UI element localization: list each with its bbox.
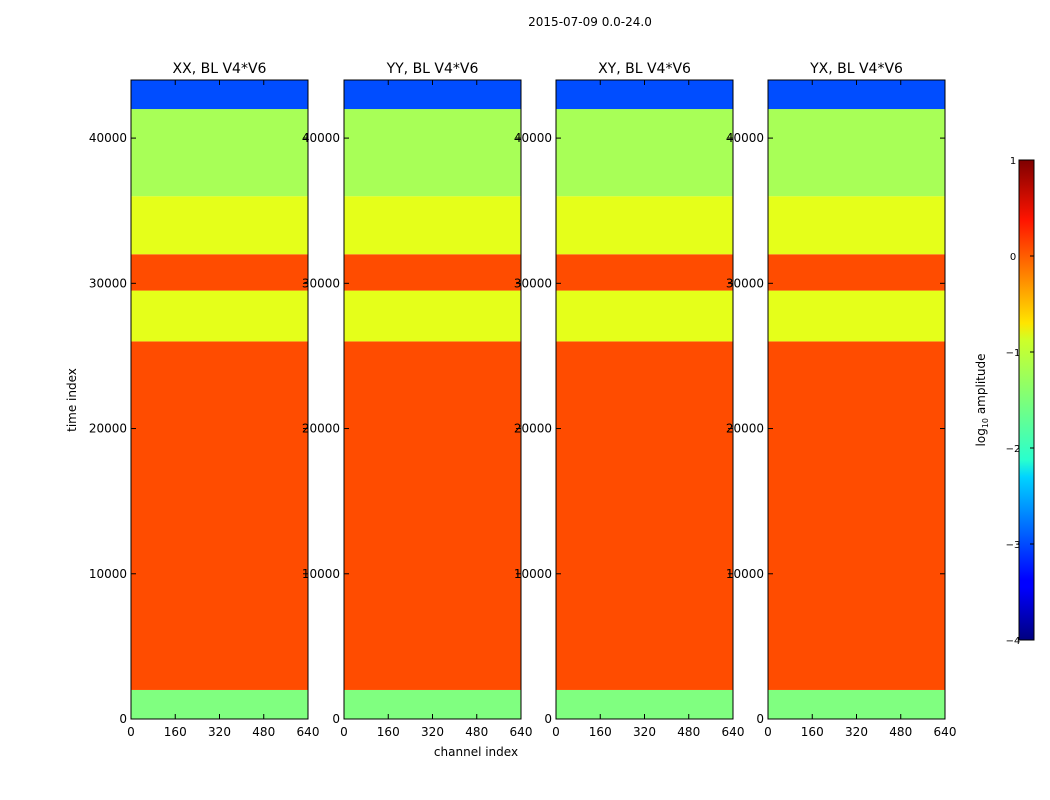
heatmap-band-4 — [131, 254, 308, 291]
y-tick-label: 30000 — [726, 276, 764, 290]
panel-3: XY, BL V4*V6 0 160 320 480 640 0 10000 20000 3000… — [514, 61, 745, 739]
heatmap-band-3 — [768, 290, 945, 342]
y-tick-label: 40000 — [89, 131, 127, 145]
colorbar-label: log10 amplitude — [974, 354, 990, 447]
heatmap-band-2 — [344, 341, 521, 690]
x-axis-label: channel index — [434, 745, 518, 759]
heatmap-band-2 — [556, 341, 733, 690]
x-tick-label: 160 — [377, 725, 400, 739]
y-tick-label: 0 — [544, 712, 552, 726]
heatmap-band-6 — [344, 109, 521, 197]
x-tick-label: 480 — [677, 725, 700, 739]
y-tick-label: 20000 — [514, 422, 552, 436]
panel-title: XY, BL V4*V6 — [598, 61, 691, 77]
x-tick-label: 0 — [552, 725, 560, 739]
x-tick-label: 0 — [340, 725, 348, 739]
colorbar — [1018, 159, 1035, 641]
x-tick-label: 0 — [764, 725, 772, 739]
y-tick-label: 0 — [119, 712, 127, 726]
panel-title: YY, BL V4*V6 — [386, 61, 479, 77]
colorbar-tick-label: 0 — [1010, 252, 1016, 263]
heatmap-band-2 — [768, 341, 945, 690]
y-tick-label: 0 — [756, 712, 764, 726]
colorbar-tick-label: −1 — [1006, 348, 1021, 359]
y-tick-label: 20000 — [726, 422, 764, 436]
y-tick-label: 0 — [332, 712, 340, 726]
x-tick-label: 640 — [510, 725, 533, 739]
heatmap-band-5 — [768, 196, 945, 255]
y-tick-label: 10000 — [302, 567, 340, 581]
heatmap-band-4 — [556, 254, 733, 291]
heatmap-band-2 — [131, 341, 308, 690]
x-tick-label: 160 — [589, 725, 612, 739]
y-tick-label: 40000 — [514, 131, 552, 145]
colorbar-ticks: 1 0 −1 −2 −3 −4 — [1006, 156, 1034, 647]
x-tick-label: 160 — [164, 725, 187, 739]
y-tick-label: 40000 — [726, 131, 764, 145]
y-tick-label: 10000 — [726, 567, 764, 581]
panel-1: XX, BL V4*V6 0 160 320 480 640 0 10000 20000 3000… — [89, 61, 320, 739]
panels: XX, BL V4*V6 0 160 320 480 640 0 10000 20000 3000… — [89, 61, 957, 739]
y-tick-label: 20000 — [302, 422, 340, 436]
colorbar-tick-label: −3 — [1006, 540, 1021, 551]
heatmap-band-4 — [768, 254, 945, 291]
y-tick-label: 30000 — [514, 276, 552, 290]
heatmap-band-6 — [768, 109, 945, 197]
colorbar-tick-label: −2 — [1006, 444, 1021, 455]
x-tick-label: 640 — [722, 725, 745, 739]
x-tick-label: 640 — [934, 725, 957, 739]
x-tick-label: 320 — [845, 725, 868, 739]
colorbar-tick-label: −4 — [1006, 636, 1021, 647]
panel-4: YX, BL V4*V6 0 160 320 480 640 0 10000 20000 3000… — [726, 61, 957, 739]
y-tick-label: 10000 — [89, 567, 127, 581]
y-tick-label: 10000 — [514, 567, 552, 581]
heatmap-band-3 — [556, 290, 733, 342]
heatmap-band-4 — [344, 254, 521, 291]
y-axis-label: time index — [65, 368, 79, 432]
heatmap-band-5 — [131, 196, 308, 255]
heatmap-band-6 — [556, 109, 733, 197]
x-tick-label: 480 — [465, 725, 488, 739]
x-tick-label: 320 — [421, 725, 444, 739]
x-tick-label: 320 — [208, 725, 231, 739]
heatmap-band-3 — [344, 290, 521, 342]
figure-title: 2015-07-09 0.0-24.0 — [528, 15, 652, 29]
x-tick-label: 0 — [127, 725, 135, 739]
x-tick-label: 320 — [633, 725, 656, 739]
panel-2: YY, BL V4*V6 0 160 320 480 640 0 10000 20000 3000… — [302, 61, 533, 739]
colorbar-tick-label: 1 — [1010, 156, 1016, 167]
panel-title: YX, BL V4*V6 — [809, 61, 903, 77]
panel-title: XX, BL V4*V6 — [173, 61, 267, 77]
x-tick-label: 480 — [252, 725, 275, 739]
y-tick-label: 20000 — [89, 422, 127, 436]
colorbar-label-rest: amplitude — [974, 354, 988, 418]
heatmap-band-5 — [344, 196, 521, 255]
x-tick-label: 160 — [801, 725, 824, 739]
heatmap-band-3 — [131, 290, 308, 342]
y-tick-label: 30000 — [89, 276, 127, 290]
x-tick-label: 480 — [889, 725, 912, 739]
y-tick-label: 30000 — [302, 276, 340, 290]
heatmap-band-6 — [131, 109, 308, 197]
y-tick-label: 40000 — [302, 131, 340, 145]
colorbar-label-main: log — [974, 428, 988, 446]
x-tick-label: 640 — [297, 725, 320, 739]
colorbar-label-sub: 10 — [981, 418, 990, 428]
heatmap-band-5 — [556, 196, 733, 255]
